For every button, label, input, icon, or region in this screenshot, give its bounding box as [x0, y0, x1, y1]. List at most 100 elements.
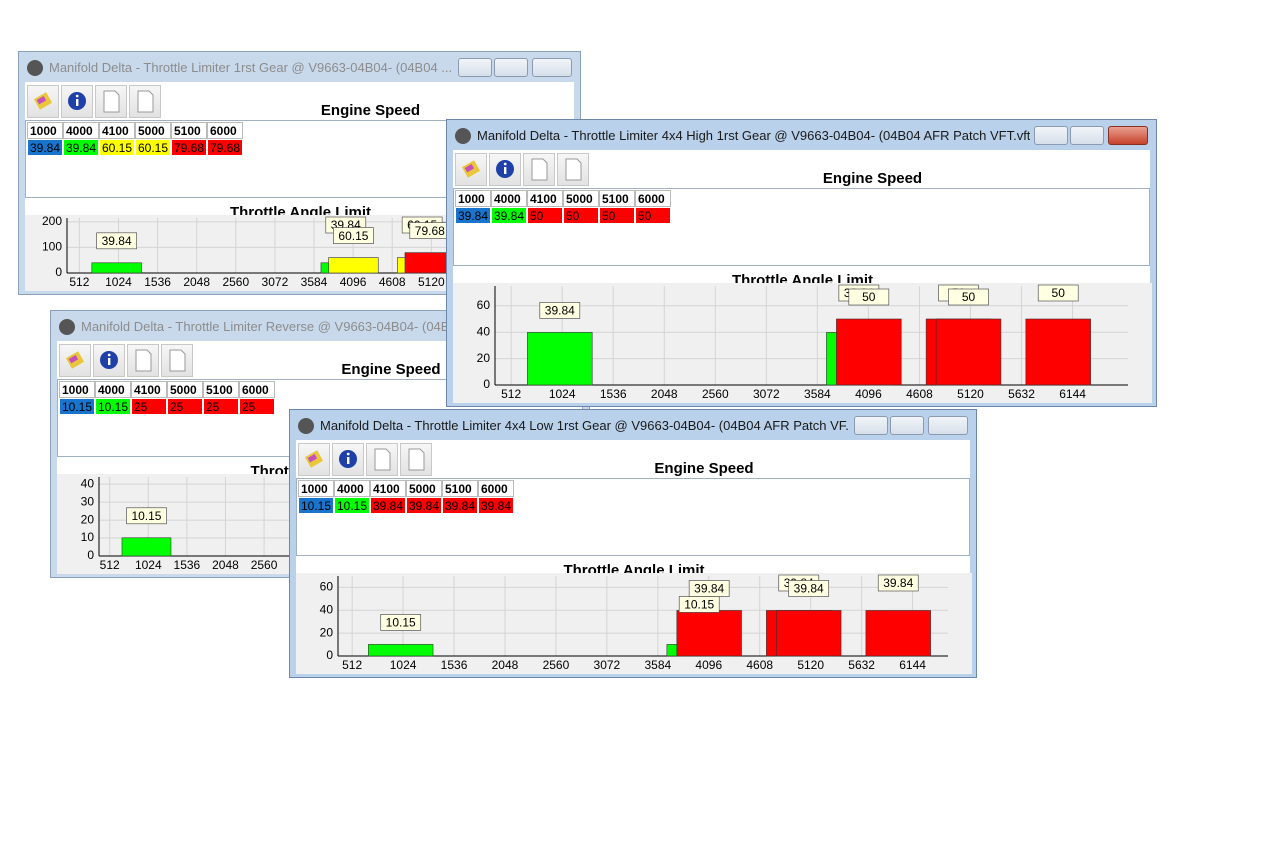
value-cell[interactable]: 50: [599, 207, 635, 224]
bar: [935, 318, 1002, 386]
value-cell[interactable]: 25: [131, 398, 167, 415]
bar-label: 50: [1052, 286, 1066, 300]
palette-button[interactable]: [455, 153, 487, 186]
icon: [68, 92, 86, 110]
info-button[interactable]: [93, 344, 125, 377]
y-tick-label: 0: [326, 648, 333, 662]
icon-shape: [464, 164, 475, 173]
page-button[interactable]: [161, 344, 193, 377]
close-button[interactable]: [532, 58, 572, 77]
value-cell[interactable]: 39.84: [27, 139, 63, 156]
value-cell[interactable]: 25: [203, 398, 239, 415]
maximize-button[interactable]: [890, 416, 924, 435]
page-button[interactable]: [366, 443, 398, 476]
app-icon: [298, 418, 314, 434]
y-tick-label: 30: [81, 494, 95, 508]
x-tick-label: 6144: [899, 658, 926, 672]
minimize-button[interactable]: [458, 58, 492, 77]
bar-label: 10.15: [131, 509, 161, 523]
header-cell: 4100: [131, 381, 167, 398]
header-cell: 4100: [370, 480, 406, 497]
header-cell: 4000: [334, 480, 370, 497]
table-area: 1000 39.84 4000 39.84 4100 50 5000 50 5100 50 6000…: [453, 188, 1150, 266]
bar: [121, 537, 172, 557]
x-tick-label: 2560: [702, 387, 729, 401]
value-cell[interactable]: 39.84: [491, 207, 527, 224]
icon-shape: [565, 158, 582, 181]
x-tick-label: 2048: [183, 275, 210, 289]
icon-shape: [76, 99, 79, 106]
label-box: [333, 227, 374, 244]
close-button[interactable]: [1108, 126, 1148, 145]
value-cell[interactable]: 10.15: [95, 398, 131, 415]
label-box: [1037, 284, 1079, 302]
page-button[interactable]: [95, 85, 127, 118]
page-button[interactable]: [400, 443, 432, 476]
info-button[interactable]: [332, 443, 364, 476]
info-button[interactable]: [489, 153, 521, 186]
value-cell[interactable]: 10.15: [298, 497, 334, 514]
x-tick-label: 1536: [600, 387, 627, 401]
header-cell: 6000: [635, 190, 671, 207]
palette-button[interactable]: [298, 443, 330, 476]
value-cell[interactable]: 60.15: [99, 139, 135, 156]
value-cell[interactable]: 39.84: [442, 497, 478, 514]
value-cell[interactable]: 79.68: [207, 139, 243, 156]
icon-shape: [374, 448, 391, 471]
icon-shape: [531, 158, 548, 181]
x-tick-label: 5120: [418, 275, 445, 289]
value-cell[interactable]: 39.84: [370, 497, 406, 514]
value-cell[interactable]: 39.84: [455, 207, 491, 224]
minimize-button[interactable]: [854, 416, 888, 435]
value-cell[interactable]: 79.68: [171, 139, 207, 156]
icon: [531, 158, 548, 181]
maximize-button[interactable]: [494, 58, 528, 77]
page-button[interactable]: [129, 85, 161, 118]
bar-label: 79.68: [415, 224, 445, 238]
x-tick-label: 2560: [222, 275, 249, 289]
header-cell: 5000: [406, 480, 442, 497]
icon: [169, 349, 186, 372]
y-tick-label: 60: [320, 580, 334, 594]
client-area: Engine Speed 1000 39.84 4000 39.84 4100 50 5000…: [453, 150, 1152, 403]
value-cell[interactable]: 10.15: [334, 497, 370, 514]
page-button[interactable]: [127, 344, 159, 377]
palette-button[interactable]: [59, 344, 91, 377]
value-cell[interactable]: 25: [239, 398, 275, 415]
window-title: Manifold Delta - Throttle Limiter 1rst G…: [49, 60, 453, 75]
y-tick-label: 0: [87, 548, 94, 562]
value-cell[interactable]: 39.84: [63, 139, 99, 156]
icon: [461, 160, 481, 178]
y-tick-label: 0: [55, 265, 62, 279]
value-cell[interactable]: 10.15: [59, 398, 95, 415]
y-tick-label: 0: [483, 377, 490, 391]
y-tick-label: 20: [81, 512, 95, 526]
x-tick-label: 3584: [804, 387, 831, 401]
bar: [776, 610, 842, 657]
info-button[interactable]: [61, 85, 93, 118]
close-button[interactable]: [928, 416, 968, 435]
value-cell[interactable]: 50: [527, 207, 563, 224]
x-tick-label: 512: [342, 658, 362, 672]
x-tick-label: 6144: [1059, 387, 1086, 401]
icon: [135, 349, 152, 372]
maximize-button[interactable]: [1070, 126, 1104, 145]
value-cell[interactable]: 39.84: [406, 497, 442, 514]
table-title: Engine Speed: [822, 170, 923, 187]
icon: [103, 90, 120, 113]
value-cell[interactable]: 50: [635, 207, 671, 224]
client-area: Engine Speed 1000 10.15 4000 10.15 4100 39.84 5…: [296, 440, 972, 674]
page-button[interactable]: [523, 153, 555, 186]
value-cell[interactable]: 50: [563, 207, 599, 224]
minimize-button[interactable]: [1034, 126, 1068, 145]
title-bar: Manifold Delta - Throttle Limiter 1rst G…: [19, 52, 580, 82]
x-tick-label: 2048: [492, 658, 519, 672]
value-cell[interactable]: 25: [167, 398, 203, 415]
palette-button[interactable]: [27, 85, 59, 118]
header-cell: 5100: [599, 190, 635, 207]
value-cell[interactable]: 60.15: [135, 139, 171, 156]
page-button[interactable]: [557, 153, 589, 186]
value-cell[interactable]: 39.84: [478, 497, 514, 514]
bar-label: 60.15: [338, 229, 368, 243]
header-cell: 5000: [167, 381, 203, 398]
